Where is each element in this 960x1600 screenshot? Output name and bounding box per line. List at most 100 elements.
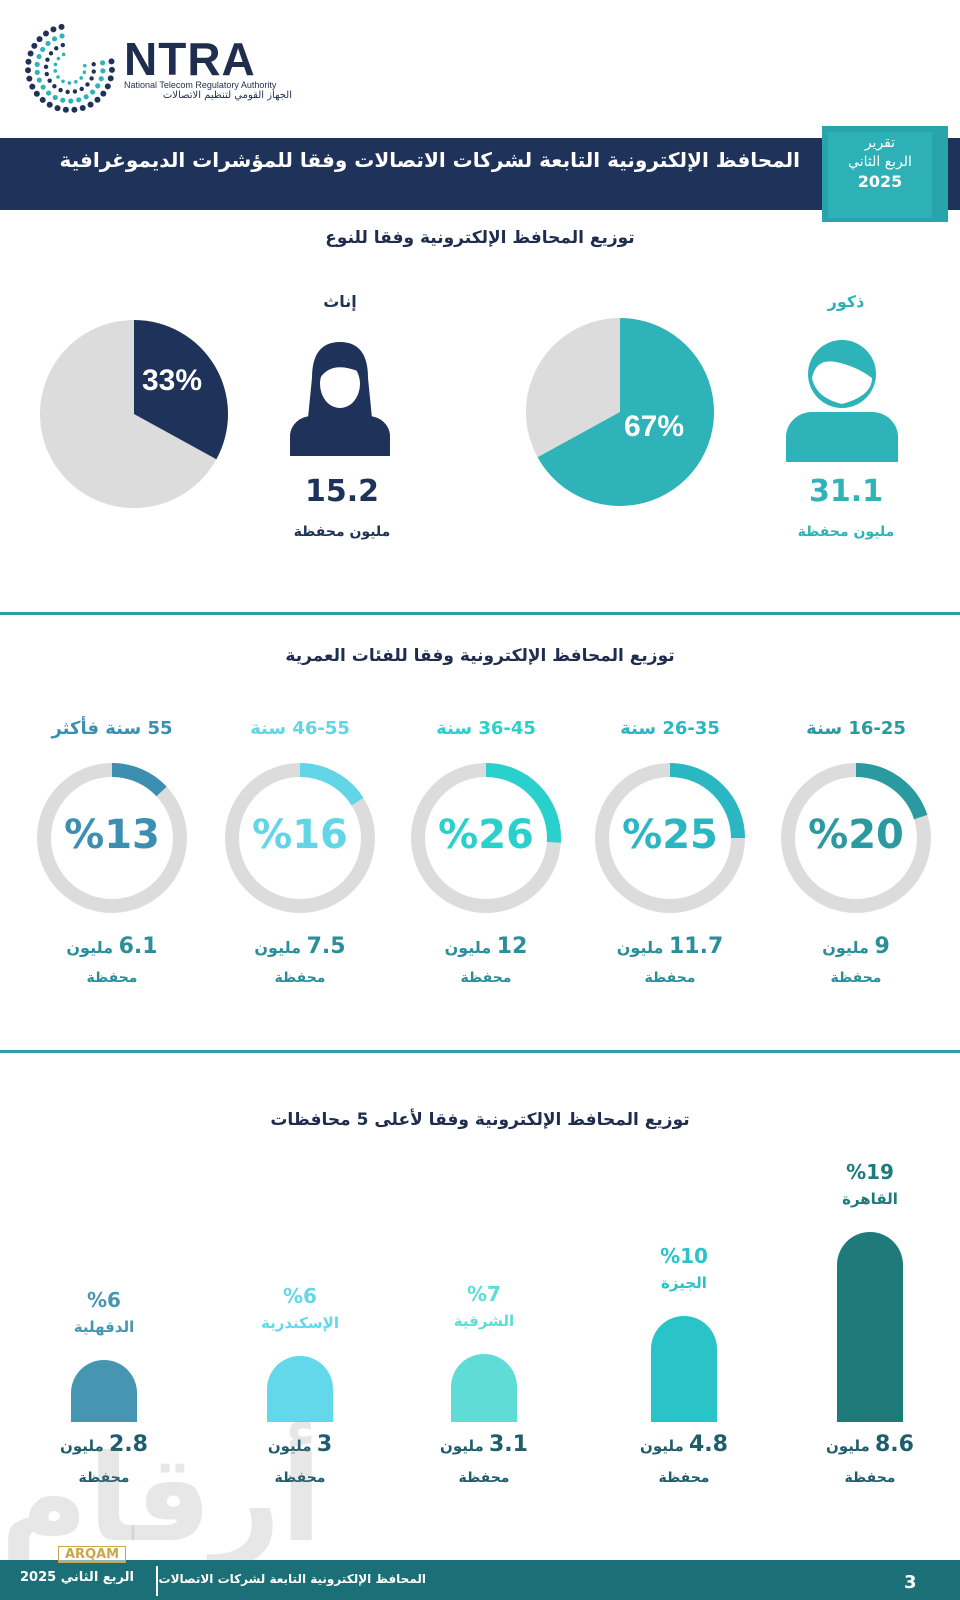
footer-bar — [0, 1560, 960, 1600]
badge-line1: تقرير — [864, 135, 896, 151]
logo-dot — [95, 83, 101, 89]
logo-dot — [47, 78, 52, 83]
logo-dot — [74, 80, 78, 84]
logo-dot — [87, 101, 94, 108]
governorate-value: 3 — [316, 1432, 333, 1457]
logo-dot — [100, 68, 106, 74]
governorate-unit-inline: مليون — [640, 1437, 684, 1455]
male-unit: مليون محفظة — [797, 524, 895, 540]
male-pie-chart: 67% — [526, 318, 714, 506]
governorate-value: 2.8 — [109, 1432, 148, 1457]
logo-dot — [51, 36, 58, 42]
logo-dot — [53, 69, 58, 73]
governorate-value-row: 3.1 مليون — [399, 1432, 569, 1457]
male-body-base — [786, 438, 898, 462]
governorate-percent: %10 — [660, 1243, 708, 1268]
governorate-name: القاهرة — [842, 1190, 898, 1208]
age-value: 12 — [496, 934, 528, 959]
age-percent: %26 — [438, 812, 534, 858]
logo-dot — [34, 61, 40, 67]
donut-arc — [37, 763, 187, 913]
logo-dot — [68, 98, 74, 104]
donut-arc — [411, 763, 561, 913]
logo-dot — [31, 42, 38, 49]
female-body-base — [290, 434, 390, 456]
governorate-percent: %6 — [87, 1288, 121, 1313]
age-unit: محفظة — [644, 970, 696, 986]
governorate-bar — [71, 1360, 137, 1422]
logo-dot — [29, 83, 36, 90]
male-user-icon — [786, 340, 898, 462]
age-value: 9 — [874, 934, 890, 959]
logo-dot — [50, 26, 57, 33]
governorate-name: الدقهلية — [73, 1318, 135, 1337]
male-value: 31.1 — [808, 474, 884, 509]
age-value-row: 11.7 مليون — [585, 934, 755, 959]
age-unit-inline: مليون — [822, 938, 869, 957]
logo-dot — [83, 63, 87, 68]
age-unit: محفظة — [86, 970, 138, 986]
governorate-percent: %6 — [283, 1283, 317, 1308]
page-title: المحافظ الإلكترونية التابعة لشركات الاتص… — [59, 148, 801, 172]
age-unit: محفظة — [274, 970, 326, 986]
governorate-name: الشرقية — [453, 1311, 515, 1330]
governorate-bar — [267, 1355, 333, 1422]
age-donut-chart — [225, 763, 375, 913]
female-user-icon — [290, 342, 390, 456]
pie-slice — [134, 320, 229, 460]
age-group-label: 26-35 سنة — [620, 718, 720, 739]
age-value-row: 7.5 مليون — [215, 934, 385, 959]
governorate-bar — [451, 1353, 517, 1422]
logo-dot — [26, 75, 33, 82]
footer-quarter: الربع الثاني 2025 — [20, 1570, 134, 1585]
logo-dot — [36, 77, 42, 83]
governorate-bar — [837, 1232, 903, 1422]
age-group-label: 36-45 سنة — [436, 718, 536, 739]
age-unit-inline: مليون — [444, 938, 492, 957]
logo-dot — [85, 82, 90, 87]
logo-dot — [98, 76, 104, 82]
female-pie-chart: 33% — [40, 320, 229, 508]
age-donut-chart — [37, 763, 187, 913]
age-value-row: 9 مليون — [771, 934, 941, 959]
logo-dot — [91, 62, 96, 67]
logo-dot — [100, 90, 107, 97]
age-percent: %13 — [64, 812, 160, 858]
governorate-unit: محفظة — [458, 1470, 510, 1486]
logo-dot — [108, 66, 115, 73]
badge-line2: الربع الثاني — [848, 154, 912, 170]
age-section-title: توزيع المحافظ الإلكترونية وفقا للفئات ال… — [285, 646, 675, 666]
logo-dot — [53, 62, 58, 67]
age-value: 7.5 — [306, 934, 346, 959]
governorate-unit: محفظة — [844, 1470, 896, 1486]
logo-dot — [79, 86, 84, 92]
logo-dot — [94, 96, 101, 103]
logo-dot — [45, 57, 50, 62]
age-percent: %20 — [808, 812, 904, 858]
logo-dot — [61, 52, 66, 57]
logo-dot — [83, 94, 89, 100]
governorate-value: 3.1 — [489, 1432, 528, 1457]
age-unit: محفظة — [460, 970, 512, 986]
logo-dot — [60, 42, 66, 48]
logo-dot — [76, 97, 82, 103]
logo-english-name: National Telecom Regulatory Authority — [124, 80, 277, 90]
logo-arabic-name: الجهاز القومي لتنظيم الاتصالات — [162, 90, 292, 101]
logo-dot — [108, 58, 115, 65]
logo-dot — [45, 40, 51, 47]
logo-dot — [59, 33, 65, 39]
governorate-percent: %19 — [846, 1160, 894, 1184]
age-unit-inline: مليون — [616, 938, 664, 957]
logo-dot — [91, 69, 96, 74]
age-group-label: 16-25 سنة — [806, 718, 906, 739]
logo-dot — [44, 71, 49, 77]
pie-percent-label: 33% — [142, 364, 202, 397]
ntra-logo-icon — [25, 23, 115, 113]
governorate-name: الإسكندرية — [261, 1313, 339, 1332]
governorate-unit-inline: مليون — [60, 1437, 104, 1455]
logo-dot — [65, 89, 70, 95]
logo-name: NTRA — [124, 33, 256, 85]
logo-dot — [99, 60, 106, 66]
footer-report-name: المحافظ الإلكترونية التابعة لشركات الاتص… — [158, 1572, 426, 1586]
governorate-percent: %7 — [467, 1281, 501, 1306]
